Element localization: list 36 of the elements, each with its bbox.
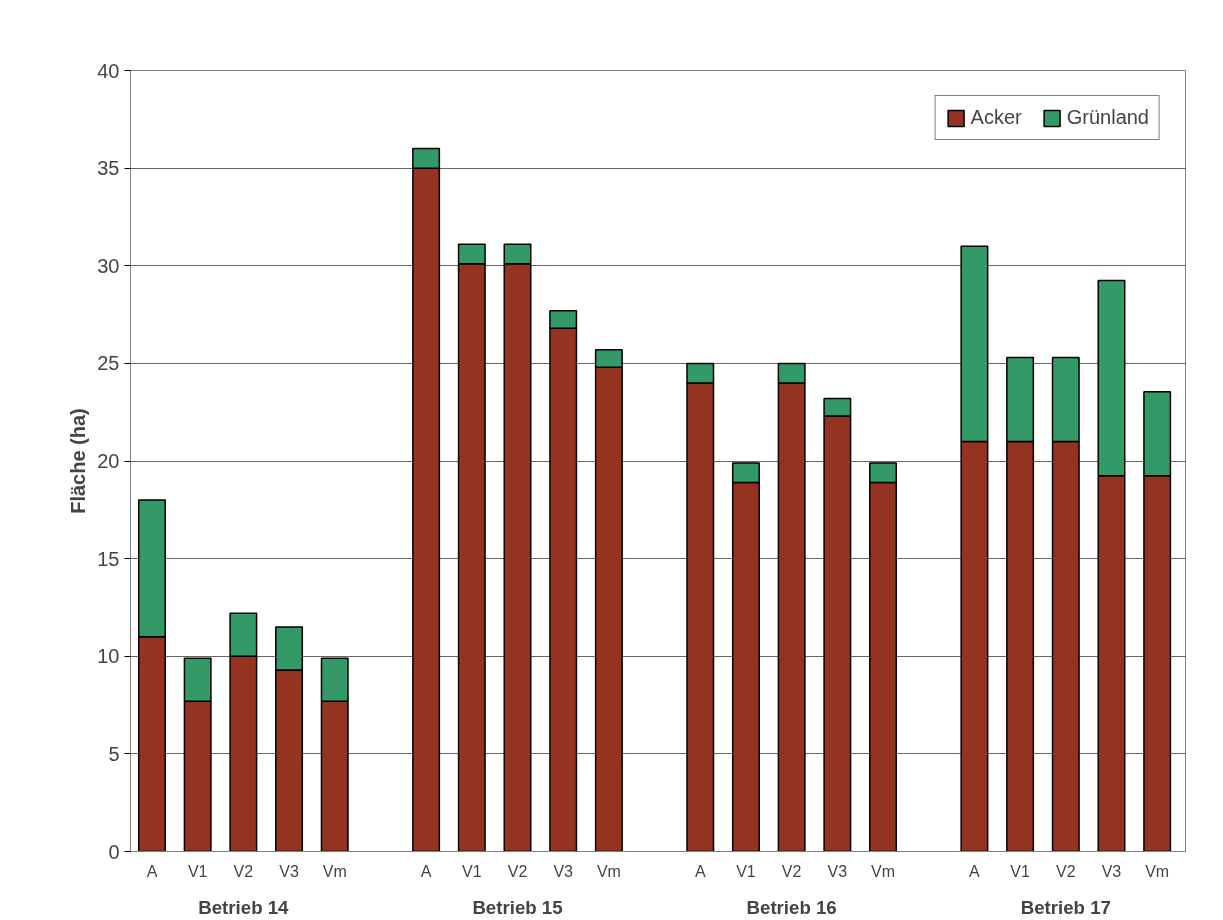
- y-tick-label: 25: [97, 352, 120, 375]
- y-axis-title: Fläche (ha): [67, 408, 90, 514]
- x-tick-label: Vm: [596, 862, 621, 880]
- y-tick-label: 15: [97, 547, 120, 570]
- y-tick-label: 0: [108, 840, 120, 863]
- x-tick-label: V3: [827, 862, 848, 880]
- x-tick-label: V2: [507, 862, 528, 880]
- x-tick-label: A: [146, 862, 158, 880]
- x-tick-label: V2: [233, 862, 254, 880]
- x-tick-label: V1: [736, 862, 756, 880]
- y-tick-label: 20: [97, 450, 120, 472]
- x-tick-label: V1: [462, 862, 482, 880]
- x-tick-label: V2: [1056, 862, 1076, 880]
- x-tick-label: V3: [279, 862, 299, 880]
- x-tick-label: V2: [781, 862, 802, 880]
- y-tick-label: 5: [108, 742, 120, 765]
- x-tick-label: V1: [1010, 862, 1030, 880]
- y-tick-label: 10: [97, 645, 120, 668]
- y-tick-label: 30: [97, 254, 120, 277]
- x-tick-label: Vm: [322, 862, 347, 880]
- x-tick-label: A: [969, 862, 981, 880]
- x-tick-label: Vm: [871, 862, 896, 880]
- text: Betrieb 15: [472, 896, 563, 918]
- y-tick-label: 40: [97, 59, 120, 82]
- text: Betrieb 17: [1020, 896, 1111, 918]
- x-tick-label: A: [694, 862, 706, 880]
- legend-label: Acker: [970, 106, 1022, 129]
- text: Betrieb 14: [198, 896, 290, 918]
- y-tick-label: 35: [97, 157, 120, 180]
- text: Betrieb 16: [746, 896, 837, 918]
- x-tick-label: V3: [553, 862, 574, 880]
- x-tick-label: Vm: [1145, 862, 1170, 880]
- legend-label: Grünland: [1066, 106, 1149, 129]
- x-tick-label: V1: [187, 862, 208, 880]
- x-tick-label: V3: [1101, 862, 1122, 880]
- x-tick-label: A: [420, 862, 432, 880]
